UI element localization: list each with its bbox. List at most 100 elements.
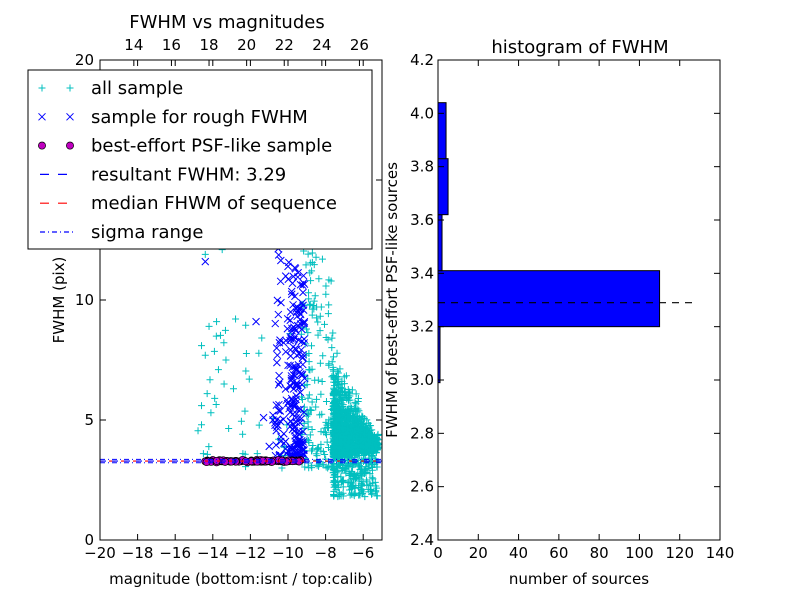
legend-marker-best-effort-psf-like-sample	[66, 141, 74, 150]
sample-for-rough-fwhm-point	[291, 371, 299, 380]
all-sample-point	[315, 462, 323, 470]
all-sample-point	[232, 315, 240, 323]
all-sample-point	[334, 493, 342, 501]
all-sample-point	[212, 401, 220, 409]
sample-for-rough-fwhm-point	[289, 371, 298, 379]
histogram-x-tick-label: 40	[509, 544, 528, 562]
all-sample-point	[355, 477, 363, 485]
all-sample-point	[330, 389, 338, 397]
all-sample-point	[350, 454, 358, 462]
sample-for-rough-fwhm-point	[283, 314, 292, 323]
sample-for-rough-fwhm-point	[292, 413, 300, 422]
all-sample-point	[305, 289, 313, 297]
sample-for-rough-fwhm-point	[272, 344, 281, 352]
sample-for-rough-fwhm-point	[259, 413, 268, 422]
sample-for-rough-fwhm-point	[299, 306, 308, 314]
all-sample-point	[325, 301, 333, 309]
all-sample-point	[350, 490, 358, 498]
all-sample-point	[354, 395, 362, 403]
sample-for-rough-fwhm-point	[289, 300, 297, 309]
sample-for-rough-fwhm-point	[274, 251, 283, 259]
all-sample-point	[370, 444, 378, 452]
all-sample-point	[324, 423, 332, 431]
scatter-top-tick-label: 18	[199, 36, 218, 54]
all-sample-point	[303, 435, 311, 443]
histogram-y-axis-label: FWHM of best-effort PSF-like sources	[383, 162, 401, 438]
histogram-y-tick-label: 3.2	[410, 318, 434, 336]
sample-for-rough-fwhm-point	[201, 257, 210, 266]
all-sample-point	[367, 490, 375, 498]
all-sample-point	[320, 320, 328, 328]
all-sample-point	[205, 322, 213, 330]
all-sample-point	[346, 491, 354, 499]
all-sample-point	[335, 481, 343, 489]
histogram-x-axis-label: number of sources	[509, 570, 649, 588]
all-sample-point	[334, 391, 342, 399]
sample-for-rough-fwhm-point	[280, 439, 288, 448]
sample-for-rough-fwhm-point	[284, 398, 293, 406]
all-sample-point	[339, 492, 347, 500]
legend-marker-best-effort-psf-like-sample	[38, 141, 46, 150]
all-sample-point	[322, 282, 330, 290]
all-sample-point	[342, 407, 350, 415]
all-sample-point	[342, 424, 350, 432]
all-sample-point	[355, 439, 363, 447]
sample-for-rough-fwhm-point	[272, 401, 281, 410]
sample-for-rough-fwhm-point	[285, 404, 293, 413]
all-sample-point	[367, 438, 375, 446]
histogram-panel: histogram of FWHM 0 20 40 60 80 100 120 140 2.4 2…	[383, 37, 734, 588]
all-sample-point	[336, 395, 344, 403]
all-sample-point	[328, 405, 336, 413]
all-sample-point	[306, 269, 314, 277]
all-sample-point	[322, 397, 330, 405]
scatter-y-tick-label: 0	[84, 531, 94, 549]
legend-label-median-fhwm-of-sequence: median FHWM of sequence	[91, 193, 337, 214]
sample-for-rough-fwhm-point	[275, 378, 284, 387]
scatter-x-tick-label: −20	[84, 544, 116, 562]
histogram-bar	[437, 102, 447, 160]
all-sample-point	[357, 463, 365, 471]
all-sample-point	[329, 478, 337, 486]
all-sample-point	[352, 390, 360, 398]
scatter-y-tick-label: 10	[75, 291, 94, 309]
legend-label-sigma-range: sigma range	[91, 222, 203, 243]
sample-for-rough-fwhm-point	[273, 358, 281, 367]
all-sample-point	[340, 373, 348, 381]
all-sample-point	[324, 310, 332, 318]
legend-label-all-sample: all sample	[91, 78, 183, 99]
legend-label-best-effort-psf-like-sample: best-effort PSF-like sample	[91, 136, 332, 157]
all-sample-point	[333, 380, 341, 388]
all-sample-point	[355, 489, 363, 497]
all-sample-point	[361, 469, 369, 477]
all-sample-point	[304, 418, 312, 426]
sample-for-rough-fwhm-point	[286, 422, 295, 431]
all-sample-point	[329, 462, 337, 470]
all-sample-point	[253, 450, 261, 458]
sample-for-rough-fwhm-point	[252, 317, 260, 326]
all-sample-point	[346, 470, 354, 478]
all-sample-point	[310, 261, 318, 269]
scatter-top-tick-label: 26	[350, 36, 369, 54]
all-sample-point	[322, 334, 330, 342]
histogram-x-tick-label: 100	[625, 544, 654, 562]
all-sample-point	[367, 422, 375, 430]
all-sample-point	[339, 416, 347, 424]
all-sample-point	[359, 421, 367, 429]
scatter-top-tick-label: 24	[312, 36, 331, 54]
all-sample-point	[334, 399, 342, 407]
all-sample-point	[331, 477, 339, 485]
all-sample-point	[348, 431, 356, 439]
all-sample-point	[369, 479, 377, 487]
sample-for-rough-fwhm-point	[293, 365, 301, 374]
all-sample-point	[360, 415, 368, 423]
sample-for-rough-fwhm-point	[283, 399, 292, 408]
all-sample-point	[201, 351, 209, 359]
all-sample-point	[330, 491, 338, 499]
histogram-y-tick-label: 2.4	[410, 531, 434, 549]
all-sample-point	[343, 417, 351, 425]
all-sample-point	[352, 412, 360, 420]
all-sample-point	[317, 447, 325, 455]
all-sample-point	[318, 378, 326, 386]
histogram-x-tick-label: 120	[665, 544, 694, 562]
